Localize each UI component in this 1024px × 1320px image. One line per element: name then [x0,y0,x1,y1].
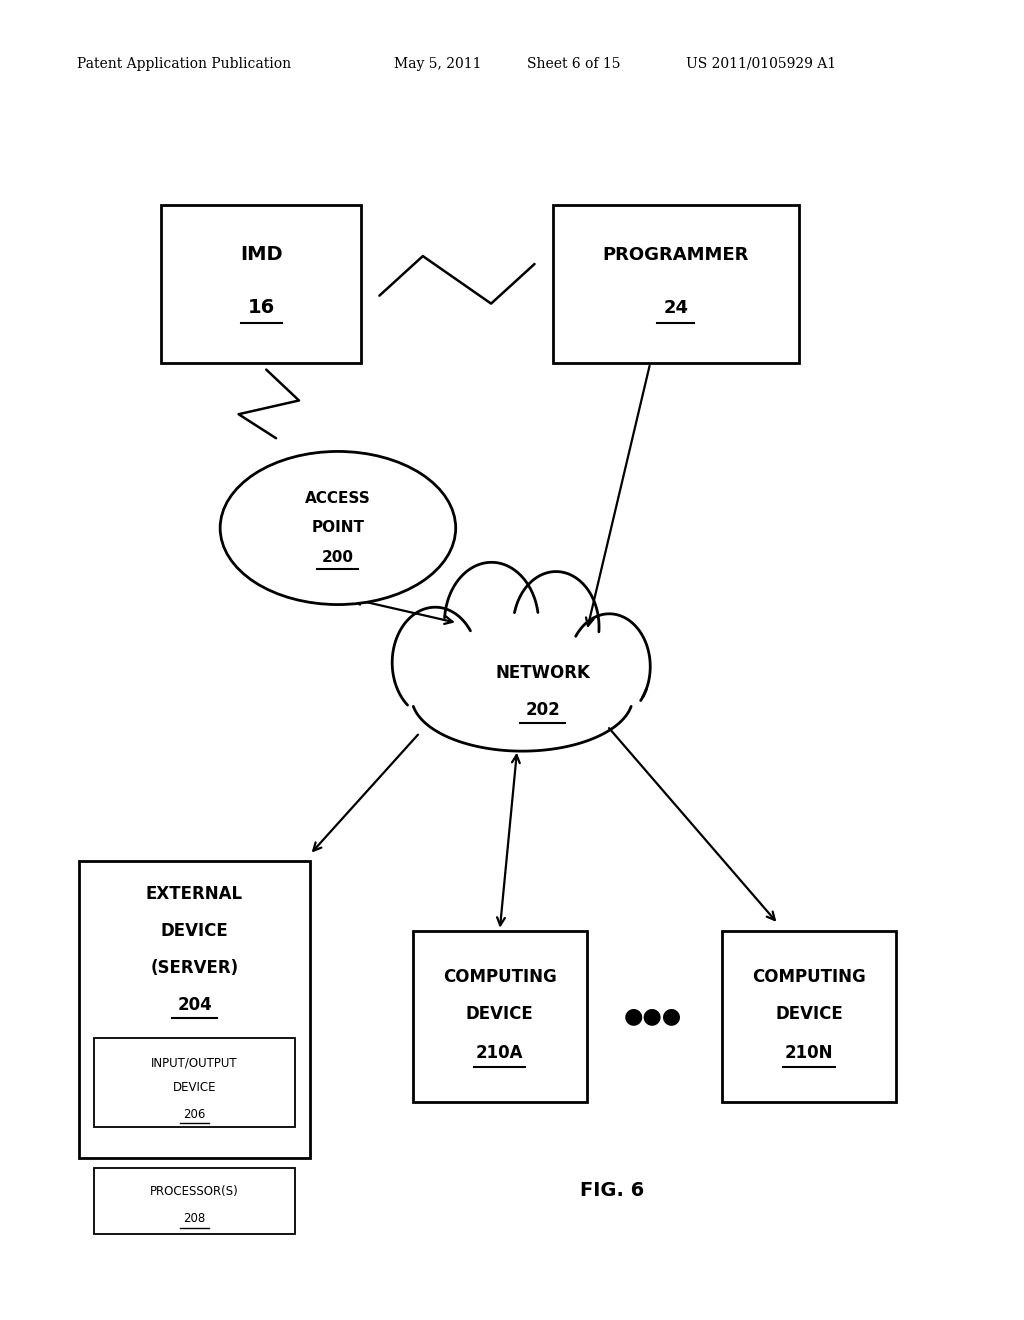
Text: 208: 208 [183,1212,206,1225]
Text: US 2011/0105929 A1: US 2011/0105929 A1 [686,57,837,71]
Circle shape [392,607,478,718]
Text: INPUT/OUTPUT: INPUT/OUTPUT [152,1056,238,1069]
Text: DEVICE: DEVICE [775,1005,843,1023]
Circle shape [513,572,599,682]
Text: ●●●: ●●● [625,1006,682,1027]
Text: Sheet 6 of 15: Sheet 6 of 15 [527,57,621,71]
Text: COMPUTING: COMPUTING [442,968,557,986]
Text: FIG. 6: FIG. 6 [581,1181,644,1200]
Bar [722,931,896,1102]
Text: 210A: 210A [476,1044,523,1063]
Ellipse shape [220,451,456,605]
Bar [553,205,799,363]
Text: DEVICE: DEVICE [466,1005,534,1023]
Circle shape [461,614,584,772]
Text: 24: 24 [664,298,688,317]
Bar [80,862,309,1159]
Circle shape [543,631,645,763]
Circle shape [568,614,650,719]
Text: May 5, 2011: May 5, 2011 [394,57,481,71]
Text: PROCESSOR(S): PROCESSOR(S) [151,1185,239,1199]
Bar [413,931,587,1102]
Text: 16: 16 [248,298,274,317]
Text: POINT: POINT [311,520,365,536]
Text: DEVICE: DEVICE [161,923,228,940]
Text: 210N: 210N [784,1044,834,1063]
Text: EXTERNAL: EXTERNAL [146,886,243,903]
Text: DEVICE: DEVICE [173,1081,216,1094]
Text: COMPUTING: COMPUTING [752,968,866,986]
Text: PROGRAMMER: PROGRAMMER [603,246,749,264]
Bar [94,1038,295,1127]
Text: 202: 202 [525,701,560,719]
Text: ACCESS: ACCESS [305,491,371,507]
Bar [94,1168,295,1234]
Circle shape [394,628,501,766]
Bar [162,205,361,363]
Text: IMD: IMD [240,246,283,264]
Text: 206: 206 [183,1107,206,1121]
Circle shape [444,562,539,684]
Text: 200: 200 [322,549,354,565]
Text: NETWORK: NETWORK [496,664,590,682]
Bar [399,673,640,746]
Text: Patent Application Publication: Patent Application Publication [77,57,291,71]
Text: (SERVER): (SERVER) [151,960,239,977]
Text: 204: 204 [177,997,212,1014]
